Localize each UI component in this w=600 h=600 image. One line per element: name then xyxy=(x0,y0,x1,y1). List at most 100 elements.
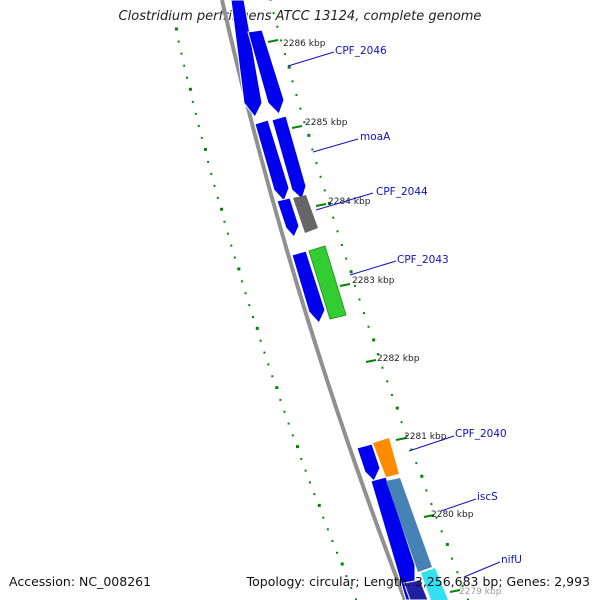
ring-dot xyxy=(340,243,343,246)
tick-label: 2285 kbp xyxy=(305,118,348,128)
ring-dot xyxy=(230,244,233,247)
cds-arrow xyxy=(271,115,307,200)
ring-dot xyxy=(326,528,329,531)
gene-label-iscs: iscS xyxy=(477,491,498,503)
ring-dot xyxy=(207,160,210,163)
cds-arrow xyxy=(247,29,285,115)
ring-dot xyxy=(252,316,254,318)
ring-dot xyxy=(327,202,331,206)
ring-dot xyxy=(295,445,299,449)
grey-feature xyxy=(293,195,318,233)
ring-dot xyxy=(311,148,314,151)
tick-marks xyxy=(267,39,461,593)
orange-feature xyxy=(373,438,399,477)
tick-label: 2283 kbp xyxy=(352,276,395,286)
colored-features xyxy=(293,195,448,600)
ring-dot xyxy=(430,503,433,506)
ring-dot xyxy=(367,325,370,328)
ring-dot xyxy=(197,124,200,127)
ring-dot xyxy=(395,406,399,410)
ring-dot xyxy=(177,40,180,43)
ring-dot xyxy=(350,586,353,589)
ring-dot xyxy=(467,598,469,600)
tick-label: 2281 kbp xyxy=(404,432,447,442)
tick-label: 2286 kbp xyxy=(283,39,326,49)
ring-dot xyxy=(372,338,376,342)
ring-dot xyxy=(349,270,353,274)
ring-dot xyxy=(400,421,403,424)
ring-dot xyxy=(180,52,183,55)
ring-dot xyxy=(175,27,178,31)
ring-dot xyxy=(295,93,298,96)
ring-dot xyxy=(405,434,408,437)
ring-dot xyxy=(451,557,454,560)
gene-label-cpf-2043: CPF_2043 xyxy=(397,254,449,266)
steel-feature xyxy=(386,478,432,572)
ring-dot xyxy=(216,196,219,199)
ring-dot xyxy=(323,189,326,192)
ring-dot xyxy=(299,107,302,110)
cds-arrow xyxy=(230,0,263,118)
leader-lines xyxy=(287,51,501,578)
ring-dot xyxy=(287,422,290,425)
green-feature xyxy=(308,245,347,320)
cds-arrow xyxy=(356,443,381,482)
ring-dot xyxy=(213,184,216,187)
ring-dot xyxy=(220,207,224,211)
ring-dot xyxy=(425,489,428,492)
ring-dot xyxy=(186,76,189,79)
ring-dot xyxy=(279,398,282,401)
gene-label-cpf-2044: CPF_2044 xyxy=(376,186,428,198)
ring-dot xyxy=(381,366,384,369)
ring-dot xyxy=(322,516,325,519)
ring-dot xyxy=(313,493,316,496)
cds-arrow xyxy=(291,250,326,324)
gene-label-nifu: nifU xyxy=(501,554,522,566)
ring-dot xyxy=(276,25,279,28)
ring-dot xyxy=(456,571,459,574)
ring-dot xyxy=(345,575,348,578)
cds-arrow xyxy=(254,119,290,202)
ring-dot xyxy=(420,474,424,478)
ring-dot xyxy=(332,216,335,219)
ring-dot xyxy=(340,562,344,566)
ring-dot xyxy=(283,410,286,413)
ring-dot xyxy=(244,292,247,295)
ring-dot xyxy=(263,351,266,354)
ring-dot xyxy=(194,112,197,115)
ring-dot xyxy=(461,584,464,587)
ring-dot xyxy=(307,133,311,137)
inner-dotted-ring xyxy=(175,27,357,600)
ring-dot xyxy=(345,257,348,260)
ring-dot xyxy=(259,339,262,342)
ring-dot xyxy=(291,434,294,437)
ring-dot xyxy=(440,530,443,533)
ring-dot xyxy=(269,0,272,1)
tick-label: 2284 kbp xyxy=(328,197,371,207)
ring-dot xyxy=(183,64,186,67)
ring-dot xyxy=(308,481,311,484)
ring-dot xyxy=(317,503,321,507)
ring-dot xyxy=(390,393,393,396)
ring-dot xyxy=(203,147,207,151)
ring-dot xyxy=(188,87,192,91)
ring-dot xyxy=(255,326,259,330)
ring-dot xyxy=(291,80,294,83)
outer-dotted-ring xyxy=(269,0,469,600)
ring-dot xyxy=(240,280,243,283)
gene-label-moaa: moaA xyxy=(360,131,391,143)
ring-dot xyxy=(271,375,274,378)
ring-dot xyxy=(376,353,379,356)
ring-dot xyxy=(304,469,307,472)
tick-label: 2279 kbp xyxy=(459,587,502,597)
ring-dot xyxy=(415,462,418,465)
ring-dot xyxy=(200,136,203,139)
ring-dot xyxy=(233,256,236,259)
ring-dot xyxy=(210,172,213,175)
ring-dot xyxy=(226,232,229,235)
ring-dot xyxy=(445,542,449,546)
tick-label: 2282 kbp xyxy=(377,354,420,364)
ring-dot xyxy=(283,53,286,56)
